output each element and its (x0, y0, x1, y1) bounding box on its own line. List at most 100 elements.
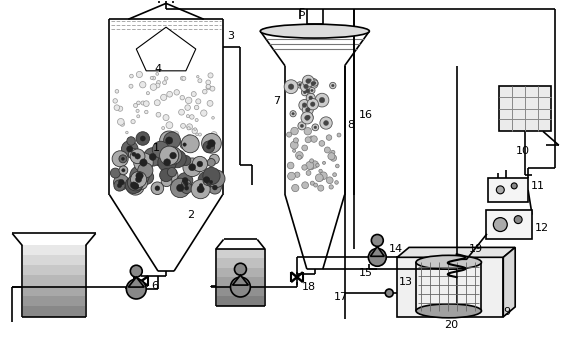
Circle shape (295, 152, 303, 159)
Circle shape (131, 171, 146, 187)
Circle shape (118, 106, 122, 111)
Circle shape (119, 166, 128, 175)
Circle shape (172, 131, 179, 138)
Bar (23, 286, 85, 296)
Bar (499, 86, 551, 131)
Polygon shape (233, 275, 248, 285)
Circle shape (298, 122, 306, 130)
Circle shape (161, 94, 167, 100)
Circle shape (138, 163, 153, 178)
Circle shape (187, 124, 192, 130)
Circle shape (511, 183, 517, 189)
Circle shape (305, 115, 309, 120)
Circle shape (301, 112, 314, 124)
Circle shape (152, 76, 156, 80)
Circle shape (206, 84, 210, 89)
Circle shape (158, 153, 176, 172)
Circle shape (171, 178, 190, 198)
Circle shape (314, 82, 316, 84)
Circle shape (185, 97, 192, 104)
Circle shape (134, 104, 138, 107)
Circle shape (329, 185, 333, 189)
Circle shape (117, 183, 122, 187)
Circle shape (162, 165, 173, 176)
Text: 6: 6 (151, 281, 158, 291)
Circle shape (297, 82, 303, 88)
Circle shape (154, 100, 160, 106)
Circle shape (164, 147, 182, 164)
Circle shape (207, 100, 213, 106)
Circle shape (311, 161, 318, 168)
Circle shape (168, 150, 186, 168)
Polygon shape (370, 246, 384, 256)
Circle shape (185, 186, 189, 190)
Circle shape (137, 115, 139, 118)
Circle shape (131, 119, 135, 124)
Circle shape (167, 92, 172, 97)
Circle shape (180, 76, 185, 80)
Text: 1: 1 (152, 143, 159, 153)
Circle shape (307, 98, 318, 110)
Bar (217, 249, 264, 258)
Circle shape (180, 155, 191, 165)
Circle shape (198, 171, 215, 188)
Circle shape (287, 132, 292, 137)
Circle shape (141, 101, 145, 105)
Text: 10: 10 (516, 146, 530, 156)
Circle shape (203, 141, 214, 153)
Bar (217, 268, 264, 277)
Circle shape (308, 78, 318, 89)
Circle shape (288, 172, 295, 180)
Circle shape (131, 181, 142, 192)
Circle shape (288, 84, 294, 89)
Circle shape (114, 105, 120, 110)
Circle shape (196, 75, 199, 78)
Polygon shape (128, 277, 144, 287)
Circle shape (329, 82, 336, 89)
Circle shape (319, 172, 327, 180)
Circle shape (163, 115, 169, 121)
Text: 11: 11 (531, 181, 545, 191)
Circle shape (162, 127, 165, 130)
Circle shape (139, 170, 154, 184)
Circle shape (291, 141, 298, 149)
Circle shape (203, 89, 207, 94)
Circle shape (336, 164, 339, 168)
Circle shape (322, 161, 326, 164)
Circle shape (302, 165, 307, 170)
Circle shape (182, 180, 191, 189)
Circle shape (196, 181, 206, 190)
Bar (217, 296, 264, 306)
Circle shape (176, 184, 184, 192)
Circle shape (306, 79, 311, 84)
Circle shape (130, 265, 142, 277)
Circle shape (135, 153, 141, 159)
Circle shape (302, 104, 314, 115)
Polygon shape (397, 247, 515, 257)
Bar (23, 245, 85, 255)
Circle shape (170, 152, 176, 159)
Circle shape (304, 112, 313, 122)
Circle shape (132, 152, 136, 156)
Circle shape (127, 177, 144, 195)
Circle shape (187, 135, 192, 139)
Text: 2: 2 (188, 209, 195, 220)
Circle shape (114, 180, 125, 191)
Polygon shape (137, 27, 196, 71)
Polygon shape (503, 247, 515, 317)
Circle shape (305, 137, 311, 143)
Circle shape (204, 177, 209, 183)
Circle shape (200, 110, 207, 116)
Circle shape (165, 137, 173, 144)
Circle shape (292, 184, 299, 192)
Circle shape (150, 76, 154, 79)
Circle shape (191, 92, 196, 97)
Circle shape (323, 120, 329, 126)
Circle shape (299, 84, 301, 86)
Circle shape (181, 183, 192, 194)
Circle shape (144, 148, 162, 166)
Circle shape (197, 185, 205, 193)
Circle shape (297, 155, 301, 159)
Circle shape (196, 99, 201, 104)
Circle shape (198, 79, 202, 83)
